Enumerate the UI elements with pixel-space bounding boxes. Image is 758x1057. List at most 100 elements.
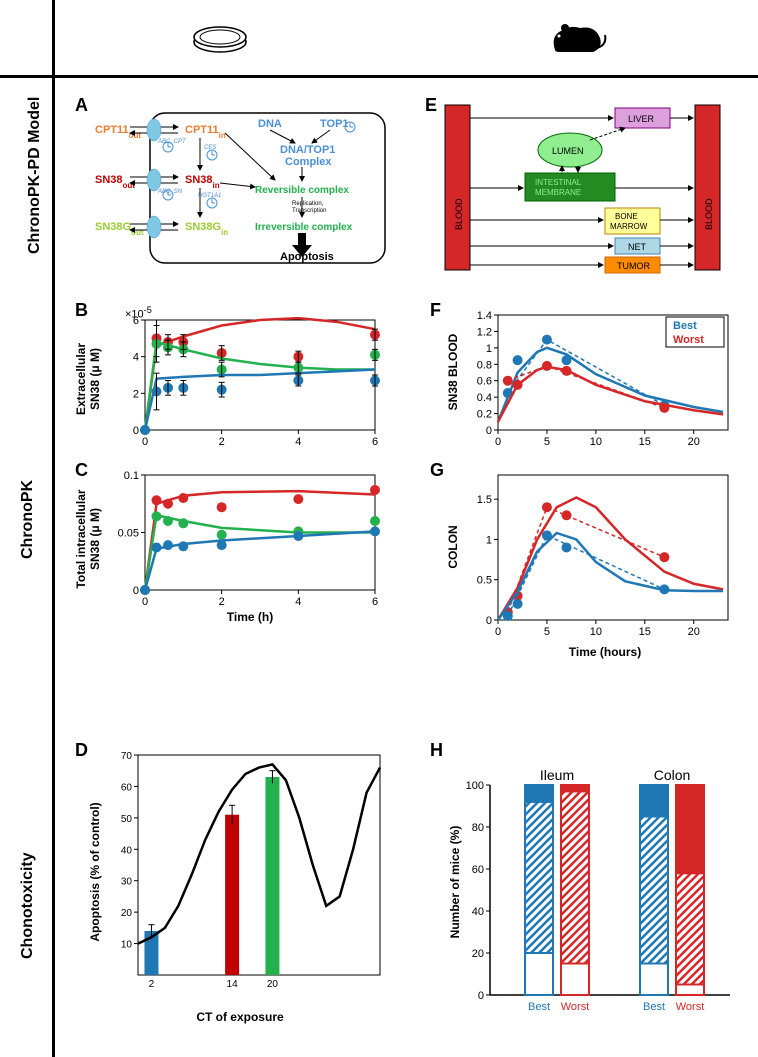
svg-text:BONE: BONE (615, 212, 638, 221)
row-label-tox: Chonotoxicity (19, 859, 37, 959)
svg-text:0.05: 0.05 (118, 528, 139, 540)
svg-text:10: 10 (590, 436, 602, 448)
svg-text:Complex: Complex (285, 156, 332, 168)
svg-text:1.2: 1.2 (477, 326, 492, 338)
ylabel-f: SN38 BLOOD (446, 327, 460, 417)
svg-text:ABC_SN: ABC_SN (157, 189, 183, 195)
svg-text:60: 60 (472, 864, 484, 876)
panel-label-b: B (75, 300, 88, 321)
figure-root: ChronoPK-PD Model ChronoPK Chonotoxicity… (0, 0, 758, 1057)
svg-text:40: 40 (472, 906, 484, 918)
svg-text:Best: Best (528, 1001, 550, 1013)
vertical-divider (52, 0, 55, 1057)
svg-text:1: 1 (486, 343, 492, 355)
svg-text:Worst: Worst (561, 1001, 590, 1013)
svg-text:2: 2 (133, 388, 139, 400)
svg-text:SN38out: SN38out (95, 174, 135, 190)
header-divider (0, 75, 758, 78)
ylabel-b-exp: ×10-5 (125, 305, 152, 321)
panel-label-e: E (425, 95, 437, 116)
svg-text:Transcription: Transcription (292, 208, 326, 214)
svg-text:70: 70 (121, 751, 133, 762)
svg-text:2: 2 (219, 436, 225, 448)
svg-text:Irreversible complex: Irreversible complex (255, 222, 353, 233)
svg-text:CPT11out: CPT11out (95, 124, 141, 140)
svg-text:0.2: 0.2 (477, 409, 492, 421)
panel-label-f: F (430, 300, 441, 321)
svg-text:10: 10 (590, 626, 602, 638)
svg-text:Best: Best (643, 1001, 665, 1013)
xlabel-c: Time (h) (210, 610, 290, 624)
svg-text:100: 100 (466, 780, 484, 792)
svg-text:TUMOR: TUMOR (617, 261, 650, 271)
svg-text:NET: NET (628, 242, 647, 252)
ylabel-h: Number of mice (%) (448, 817, 462, 947)
svg-text:0: 0 (142, 436, 148, 448)
svg-text:Ileum: Ileum (540, 767, 574, 783)
ylabel-b: ExtracellularSN38 (μ M) (74, 329, 102, 429)
row-label-pk: ChronoPK (19, 479, 37, 559)
svg-text:ABC_CPT: ABC_CPT (157, 139, 187, 145)
svg-text:0: 0 (486, 615, 492, 627)
svg-text:4: 4 (133, 352, 139, 364)
svg-text:0.5: 0.5 (477, 575, 492, 587)
row-label-model: ChronoPK-PD Model (26, 94, 44, 254)
svg-text:SN38Gout: SN38Gout (95, 221, 144, 237)
svg-text:0: 0 (142, 596, 148, 608)
xlabel-d: CT of exposure (180, 1010, 300, 1024)
svg-text:0: 0 (133, 585, 139, 597)
svg-text:0: 0 (486, 425, 492, 437)
svg-text:0.6: 0.6 (477, 376, 492, 388)
svg-text:30: 30 (121, 877, 133, 888)
chart-d: 1020304050607021420 (110, 745, 390, 1005)
svg-text:60: 60 (121, 782, 133, 793)
svg-text:15: 15 (639, 626, 651, 638)
svg-text:0.4: 0.4 (477, 392, 492, 404)
svg-text:Reversible complex: Reversible complex (255, 185, 349, 196)
svg-text:Replication,: Replication, (292, 201, 324, 207)
svg-text:0: 0 (478, 990, 484, 1002)
svg-text:Apoptosis: Apoptosis (280, 251, 334, 263)
svg-text:6: 6 (372, 436, 378, 448)
chart-f: 0510152000.20.40.60.811.21.4BestWorst (468, 305, 738, 450)
svg-text:Worst: Worst (676, 1001, 705, 1013)
petri-dish-icon (190, 22, 250, 57)
panel-e-diagram: BLOOD BLOOD LIVER LUMEN INTESTINAL MEMBR… (440, 100, 730, 280)
svg-text:50: 50 (121, 814, 133, 825)
svg-text:DNA: DNA (258, 118, 282, 130)
svg-text:20: 20 (688, 436, 700, 448)
svg-text:14: 14 (227, 979, 239, 990)
chart-c: 0 2 4 6 0 0.05 0.1 (115, 465, 385, 610)
chart-b: 02460246 (115, 305, 385, 450)
panel-label-h: H (430, 740, 443, 761)
svg-text:Best: Best (673, 320, 697, 332)
svg-text:5: 5 (544, 436, 550, 448)
svg-text:SN38in: SN38in (185, 174, 220, 190)
svg-text:40: 40 (121, 845, 133, 856)
svg-text:LUMEN: LUMEN (552, 146, 584, 156)
ylabel-g: COLON (446, 512, 460, 582)
svg-text:0: 0 (495, 626, 501, 638)
svg-text:0: 0 (133, 425, 139, 437)
svg-text:0.8: 0.8 (477, 359, 492, 371)
svg-text:0.1: 0.1 (124, 470, 139, 482)
svg-text:6: 6 (372, 596, 378, 608)
svg-text:15: 15 (639, 436, 651, 448)
svg-text:UGT1A1: UGT1A1 (198, 193, 221, 199)
svg-text:20: 20 (472, 948, 484, 960)
svg-text:0: 0 (495, 436, 501, 448)
xlabel-g: Time (hours) (555, 645, 655, 659)
svg-text:Colon: Colon (654, 767, 691, 783)
chart-g: 0510152000.511.5 (468, 465, 738, 645)
chart-h: 020406080100IleumBestWorstColonBestWorst (460, 760, 740, 1020)
panel-label-c: C (75, 460, 88, 481)
svg-text:20: 20 (688, 626, 700, 638)
svg-text:1.5: 1.5 (477, 494, 492, 506)
svg-text:1: 1 (486, 534, 492, 546)
svg-text:20: 20 (267, 979, 279, 990)
svg-text:4: 4 (295, 596, 301, 608)
svg-text:2: 2 (219, 596, 225, 608)
mouse-icon (545, 20, 610, 60)
svg-text:2: 2 (149, 979, 155, 990)
svg-text:SN38Gin: SN38Gin (185, 221, 228, 237)
